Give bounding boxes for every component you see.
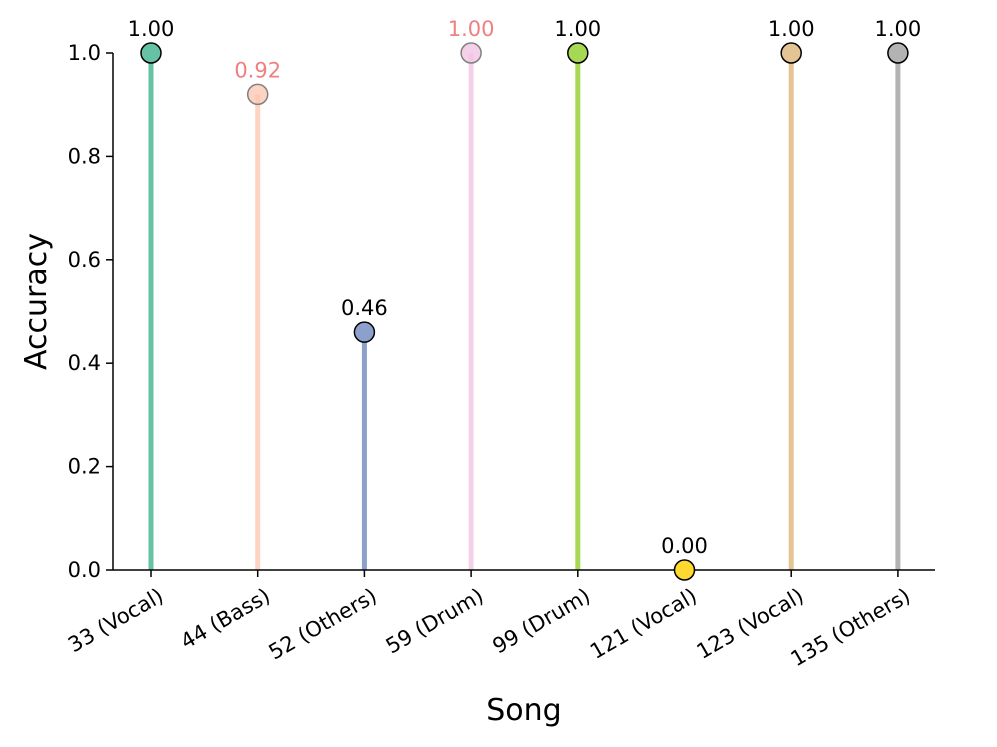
- y-axis-title: Accuracy: [19, 233, 54, 370]
- x-tick-label: 121 (Vocal): [586, 584, 701, 664]
- markers-layer: [140, 42, 909, 581]
- x-tick-label: 59 (Drum): [382, 584, 488, 659]
- y-tick-label: 0.6: [68, 248, 101, 272]
- data-label: 1.00: [554, 17, 601, 41]
- stem-marker: [887, 42, 909, 64]
- stem-marker: [460, 42, 482, 64]
- stem-marker: [567, 42, 589, 64]
- y-ticks: 0.0 0.2 0.4 0.6 0.8 1.0: [68, 41, 113, 582]
- data-label: 0.00: [661, 534, 708, 558]
- y-tick-label: 0.2: [68, 455, 101, 479]
- stem-marker: [140, 42, 162, 64]
- x-tick-label: 44 (Bass): [177, 584, 275, 654]
- stem-marker: [780, 42, 802, 64]
- x-tick-label: 99 (Drum): [488, 584, 594, 659]
- data-label: 0.92: [234, 58, 281, 82]
- x-tick-label: 135 (Others): [787, 584, 915, 672]
- data-label: 1.00: [128, 17, 175, 41]
- axes-layer: 0.0 0.2 0.4 0.6 0.8 1.0 33 (Vocal) 44 (Bass)52…: [64, 41, 935, 671]
- data-labels-layer: 1.00 0.92 0.46 1.00 1.00 0.00 1.00 1.00: [128, 17, 922, 558]
- data-label: 1.00: [768, 17, 815, 41]
- x-tick-label: 52 (Others): [265, 584, 381, 665]
- stem-marker: [673, 559, 696, 581]
- stem-marker: [246, 83, 269, 106]
- x-tick-label: 33 (Vocal): [64, 584, 167, 658]
- data-label: 1.00: [875, 17, 922, 41]
- y-tick-label: 1.0: [68, 41, 101, 65]
- x-ticks: 33 (Vocal) 44 (Bass)52 (Others) 59 (Drum) 9…: [64, 570, 914, 671]
- y-tick-label: 0.4: [68, 351, 101, 375]
- data-label: 0.46: [341, 296, 388, 320]
- data-label: 1.00: [448, 17, 495, 41]
- x-axis-title: Song: [486, 693, 561, 728]
- stem-marker: [353, 321, 376, 343]
- stems-layer: [148, 53, 901, 570]
- y-tick-label: 0.0: [68, 558, 101, 582]
- y-tick-label: 0.8: [68, 144, 101, 168]
